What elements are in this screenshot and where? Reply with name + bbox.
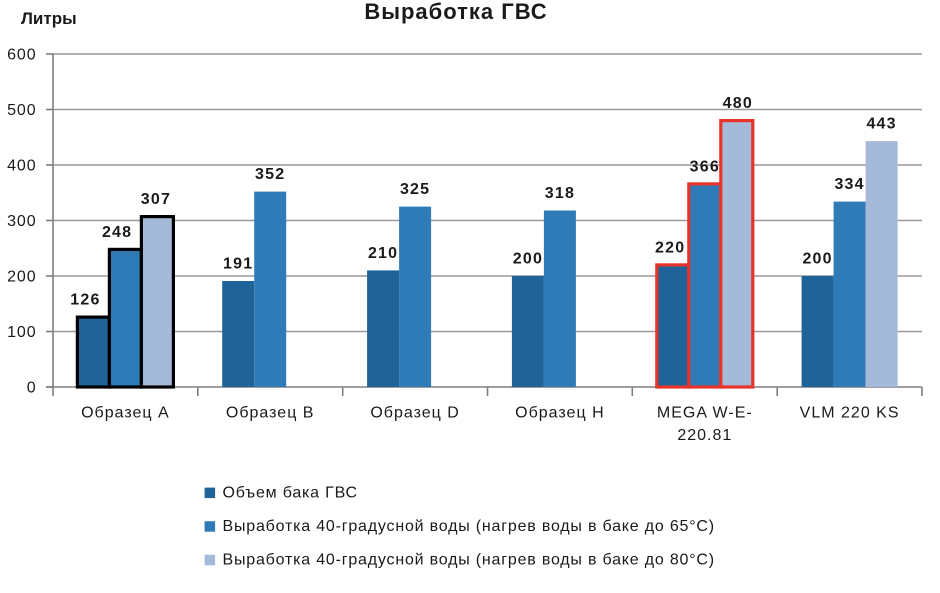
svg-text:366: 366 bbox=[690, 158, 720, 175]
svg-text:600: 600 bbox=[7, 47, 36, 64]
svg-text:400: 400 bbox=[7, 158, 36, 175]
svg-text:210: 210 bbox=[368, 245, 398, 262]
svg-text:318: 318 bbox=[545, 185, 575, 202]
svg-text:Литры: Литры bbox=[21, 9, 77, 28]
svg-text:334: 334 bbox=[834, 176, 864, 193]
svg-text:Объем бака ГВС: Объем бака ГВС bbox=[223, 484, 358, 501]
svg-text:MEGA W-E-: MEGA W-E- bbox=[657, 405, 753, 422]
svg-text:200: 200 bbox=[7, 269, 36, 286]
svg-text:100: 100 bbox=[7, 324, 36, 341]
svg-text:352: 352 bbox=[255, 166, 285, 183]
svg-text:Образец A: Образец A bbox=[81, 405, 170, 422]
svg-text:200: 200 bbox=[513, 251, 543, 268]
svg-text:Образец D: Образец D bbox=[370, 405, 459, 422]
svg-text:220: 220 bbox=[655, 239, 685, 256]
svg-text:0: 0 bbox=[27, 380, 37, 397]
svg-text:Выработка ГВС: Выработка ГВС bbox=[364, 0, 547, 24]
svg-text:500: 500 bbox=[7, 102, 36, 119]
svg-text:300: 300 bbox=[7, 213, 36, 230]
svg-text:480: 480 bbox=[723, 95, 753, 112]
svg-text:307: 307 bbox=[141, 191, 171, 208]
svg-text:443: 443 bbox=[866, 116, 896, 133]
svg-text:Выработка 40-градусной воды (н: Выработка 40-градусной воды (нагрев воды… bbox=[223, 518, 715, 535]
svg-text:Выработка 40-градусной воды (н: Выработка 40-градусной воды (нагрев воды… bbox=[223, 552, 715, 569]
svg-text:126: 126 bbox=[70, 292, 100, 309]
svg-text:Образец B: Образец B bbox=[226, 405, 315, 422]
svg-text:Образец H: Образец H bbox=[515, 405, 604, 422]
svg-text:191: 191 bbox=[223, 256, 253, 273]
svg-text:220.81: 220.81 bbox=[677, 427, 732, 444]
svg-text:325: 325 bbox=[400, 181, 430, 198]
svg-text:VLM 220 KS: VLM 220 KS bbox=[800, 405, 900, 422]
svg-text:248: 248 bbox=[102, 224, 132, 241]
svg-text:200: 200 bbox=[802, 251, 832, 268]
